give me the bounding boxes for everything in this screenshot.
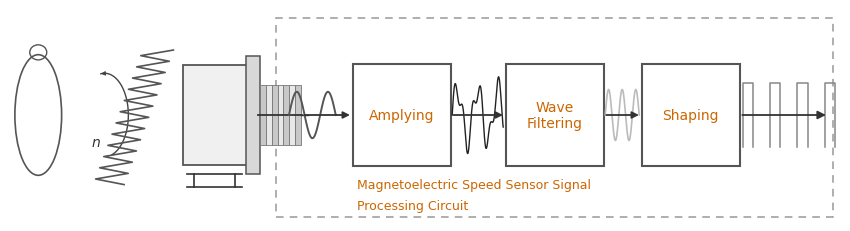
Bar (506, 65, 604, 166)
Text: Wave
Filtering: Wave Filtering (527, 100, 582, 131)
Bar (278, 85, 283, 146)
Text: n: n (92, 136, 100, 150)
Bar (283, 85, 289, 146)
Bar (266, 85, 272, 146)
Bar (289, 85, 295, 146)
Bar (353, 65, 451, 166)
Text: Shaping: Shaping (662, 109, 719, 122)
Text: Amplying: Amplying (369, 109, 434, 122)
Bar (295, 85, 301, 146)
Text: Magnetoelectric Speed Sensor Signal
Processing Circuit: Magnetoelectric Speed Sensor Signal Proc… (357, 179, 591, 213)
Bar (260, 85, 266, 146)
Bar (246, 57, 260, 174)
Bar (183, 66, 246, 165)
Bar (642, 65, 740, 166)
Bar (272, 85, 278, 146)
